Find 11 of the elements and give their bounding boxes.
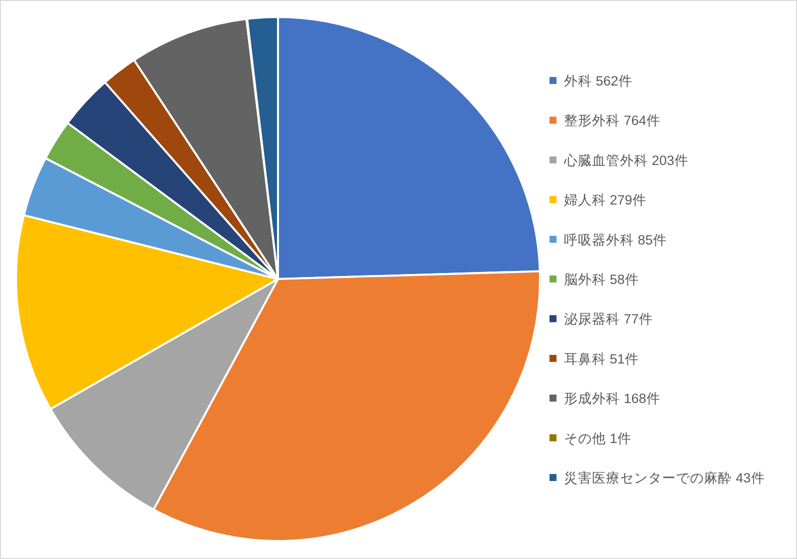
legend-label: 脳外科 58件	[564, 272, 639, 287]
legend-label: 災害医療センターでの麻酔 43件	[564, 470, 765, 486]
legend-label: 心臓血管外科 203件	[563, 152, 688, 168]
legend-label: 婦人科 279件	[564, 192, 646, 208]
legend-label: 形成外科 168件	[564, 391, 660, 406]
legend-label: 呼吸器外科 85件	[564, 232, 667, 248]
legend-label: 整形外科 764件	[564, 113, 660, 128]
legend-label: 耳鼻科 51件	[564, 351, 639, 366]
legend-label: 外科 562件	[564, 74, 632, 88]
legend-label: その他 1件	[564, 430, 632, 446]
legend-label: 泌尿器科 77件	[564, 312, 653, 327]
